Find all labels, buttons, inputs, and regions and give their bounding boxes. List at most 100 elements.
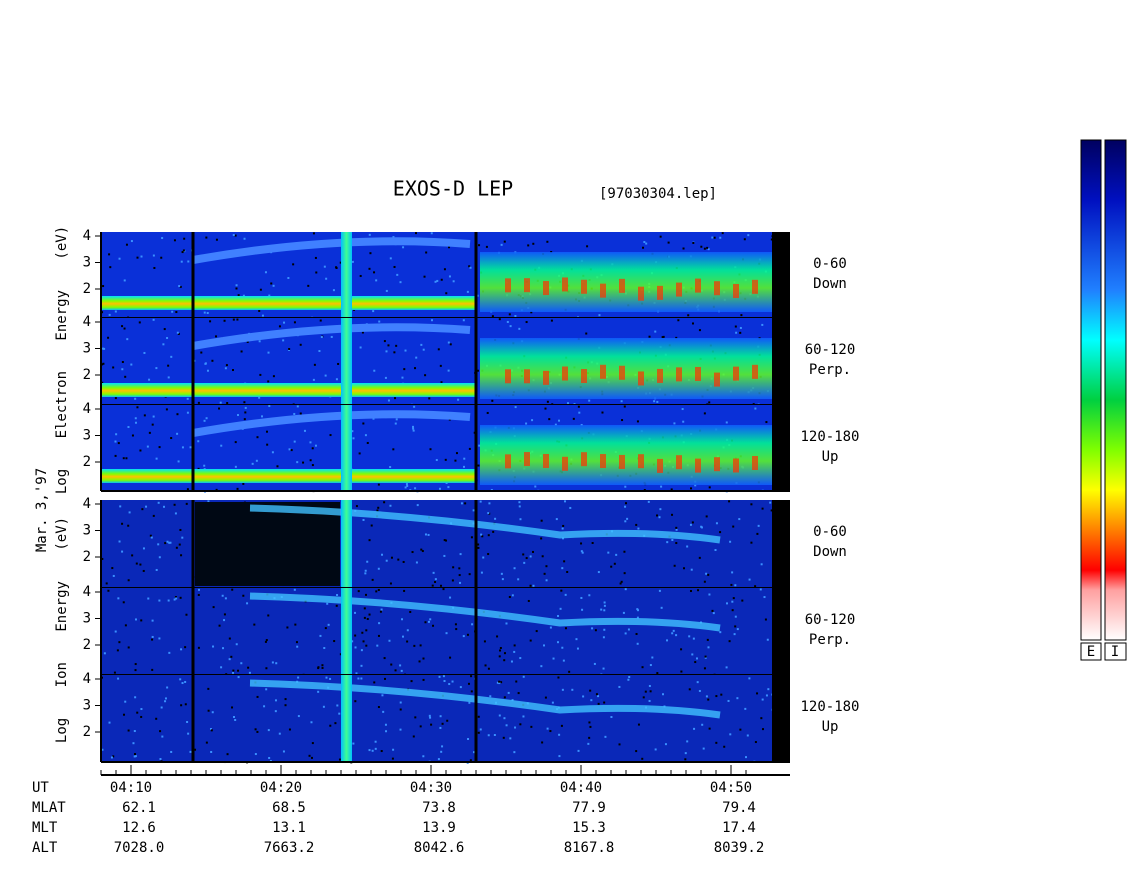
noise [269,759,272,762]
noise [548,418,551,421]
noise [455,452,458,455]
noise [219,401,222,404]
noise [175,311,178,314]
hot [676,455,682,470]
noise [357,677,360,680]
noise [601,411,604,414]
noise [451,680,454,683]
noise [377,506,380,509]
noise [597,695,600,698]
noise [159,758,162,761]
noise [500,243,503,246]
noise [131,434,134,437]
noise [444,458,447,461]
noise [672,629,675,632]
noise [158,556,161,559]
noise [384,723,387,726]
noise [354,700,357,703]
noise [487,534,490,537]
noise [597,702,600,705]
noise [438,675,441,678]
noise [112,755,115,758]
hot [543,453,549,468]
blank [772,232,790,318]
noise [278,325,281,328]
noise [284,698,287,701]
noise [720,693,723,696]
noise [362,640,365,643]
noise [242,482,245,485]
noise [261,415,264,418]
hot [505,454,511,469]
noise [107,336,110,339]
noise [770,238,773,241]
hot [524,278,530,293]
noise [756,532,759,535]
y-tick-label: 2 [83,724,91,740]
noise [459,686,462,689]
noise [505,622,508,625]
noise [158,637,161,640]
noise [667,241,670,244]
noise [728,500,731,503]
noise [412,735,415,738]
noise [487,512,490,515]
noise [323,647,326,650]
noise [401,376,404,379]
noise [769,501,772,504]
noise [413,405,416,408]
ephemeris-cell: 04:50 [710,780,752,796]
noise [283,321,286,324]
noise [697,589,700,592]
noise [380,608,383,611]
noise [501,578,504,581]
noise [358,452,361,455]
noise [506,320,509,323]
hot [638,371,644,386]
noise [108,313,111,316]
noise [118,540,121,543]
noise [457,398,460,401]
noise [468,265,471,268]
noise [513,644,516,647]
noise [321,664,324,667]
noise [221,594,224,597]
noise [215,488,218,491]
spectrogram [101,675,775,762]
noise [179,596,182,599]
noise [635,750,638,753]
noise [662,693,664,696]
noise [682,420,685,423]
noise [369,252,372,255]
noise [739,728,742,731]
noise [121,522,124,525]
noise [151,668,154,671]
noise [462,635,465,638]
noise [729,733,732,736]
noise [380,750,383,753]
noise [377,483,380,486]
noise [309,459,312,462]
noise [571,688,574,691]
noise [163,505,166,508]
colorbar-i [1104,139,1127,641]
noise [186,411,189,414]
noise [508,595,511,598]
noise [580,596,583,599]
noise [139,449,142,452]
noise [403,589,406,592]
noise [167,599,170,602]
noise [218,624,221,627]
noise [212,606,215,609]
noise [704,655,707,658]
stripe [341,500,352,588]
noise [561,527,564,530]
hot [543,370,549,385]
noise [237,676,240,679]
noise [448,275,451,278]
noise [197,467,200,470]
noise [324,627,327,630]
noise [145,505,148,508]
hot [695,278,701,293]
noise [366,560,369,563]
